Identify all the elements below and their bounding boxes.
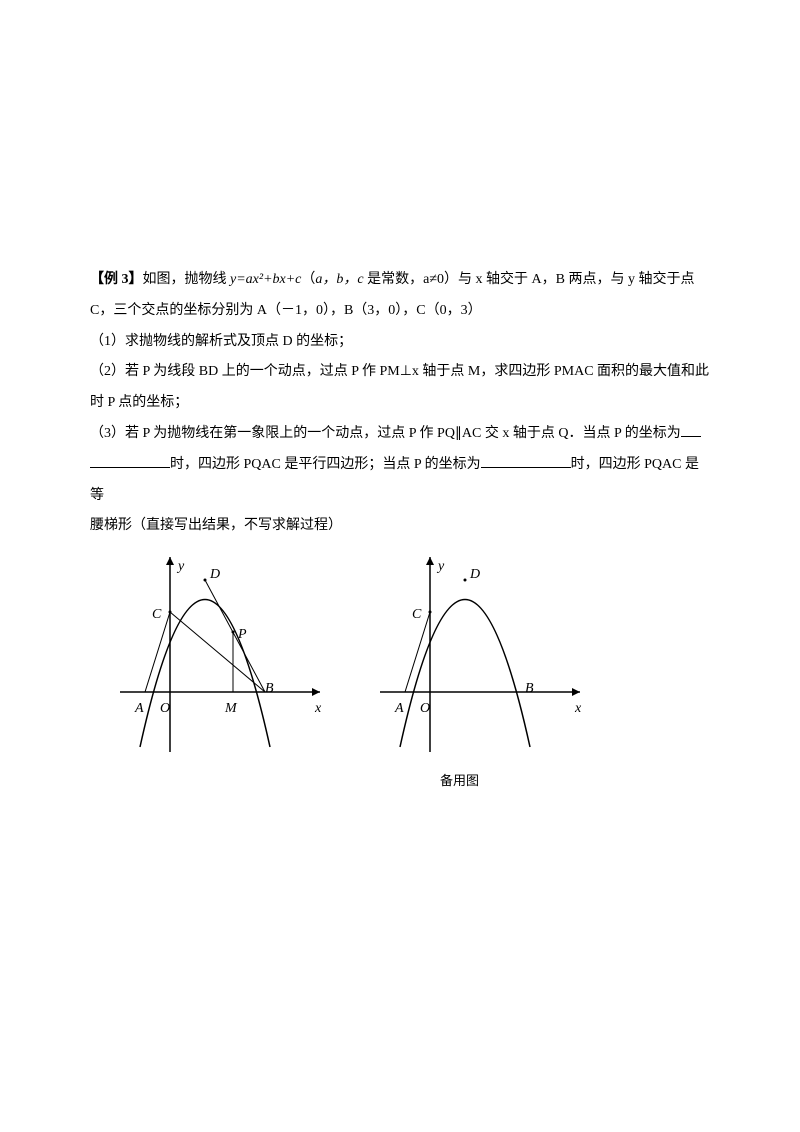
figures-row: y x A O M B C D P y x A O — [90, 552, 710, 802]
y-axis-label: y — [178, 552, 184, 583]
example-label: 【例 3】 — [90, 272, 143, 287]
q2-line2: 时 P 点的坐标； — [90, 388, 710, 419]
figure-left: y x A O M B C D P — [120, 552, 350, 782]
q3-line1: （3）若 P 为抛物线在第一象限上的一个动点，过点 P 作 PQ∥AC 交 x … — [90, 419, 710, 450]
point-A: A — [135, 694, 144, 725]
point-C: C — [152, 600, 161, 631]
point-P: P — [238, 620, 247, 651]
x-axis-label: x — [315, 694, 321, 725]
point-M: M — [225, 694, 237, 725]
figure-right-svg — [380, 552, 590, 762]
q3-line3: 腰梯形（直接写出结果，不写求解过程） — [90, 511, 710, 542]
q2-line1: （2）若 P 为线段 BD 上的一个动点，过点 P 作 PM⊥x 轴于点 M，求… — [90, 357, 710, 388]
stem-line1: 【例 3】如图，抛物线 y=ax²+bx+c（a，b，c 是常数，a≠0）与 x… — [90, 265, 710, 296]
caption-right: 备用图 — [440, 767, 479, 796]
point-B-r: B — [525, 674, 534, 705]
x-axis-label-r: x — [575, 694, 581, 725]
stem-line2: C，三个交点的坐标分别为 A（－1，0），B（3，0），C（0，3） — [90, 296, 710, 327]
figure-right: y x A O B C D 备用图 — [380, 552, 610, 802]
point-O-r: O — [420, 694, 430, 725]
blank2 — [481, 453, 571, 468]
blank-tail — [681, 422, 701, 437]
q3-line2: 时，四边形 PQAC 是平行四边形；当点 P 的坐标为时，四边形 PQAC 是等 — [90, 450, 710, 512]
y-axis-label-r: y — [438, 552, 444, 583]
point-A-r: A — [395, 694, 404, 725]
point-B: B — [265, 674, 274, 705]
point-O: O — [160, 694, 170, 725]
point-C-r: C — [412, 600, 421, 631]
point-D: D — [210, 560, 220, 591]
problem-content: 【例 3】如图，抛物线 y=ax²+bx+c（a，b，c 是常数，a≠0）与 x… — [90, 265, 710, 802]
figure-left-svg — [120, 552, 330, 762]
blank1 — [90, 453, 170, 468]
point-D-r: D — [470, 560, 480, 591]
q1: （1）求抛物线的解析式及顶点 D 的坐标； — [90, 327, 710, 358]
